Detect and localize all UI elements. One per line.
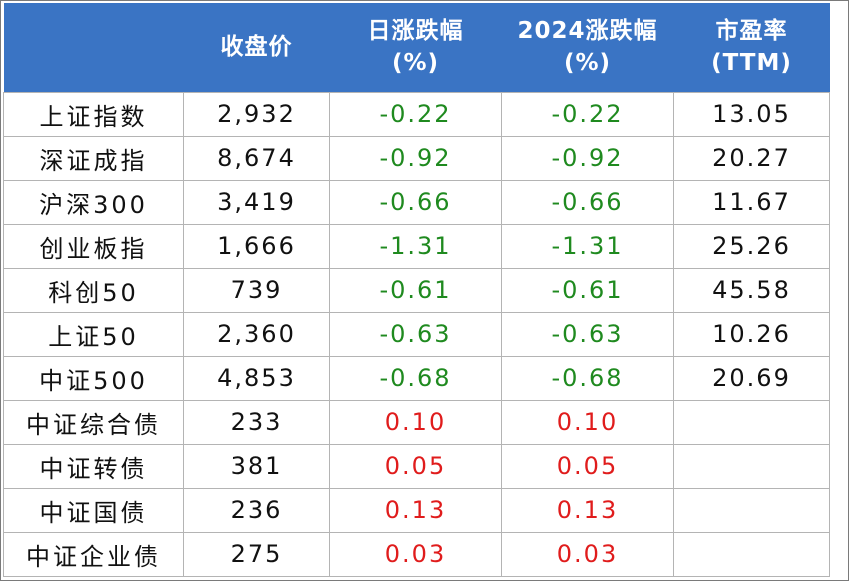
table-row: 中证国债 236 0.13 0.13: [3, 487, 830, 533]
close-value: 739: [183, 267, 330, 313]
header-index-name: [3, 3, 184, 92]
ytd-change-value: 0.05: [501, 443, 674, 489]
pe-value: 20.69: [673, 355, 830, 401]
header-close: 收盘价: [183, 3, 330, 92]
header-pe-line1: 市盈率: [715, 18, 788, 45]
table-row: 中证转债 381 0.05 0.05: [3, 443, 830, 489]
index-name: 沪深300: [3, 179, 184, 225]
pe-value: 13.05: [673, 91, 830, 137]
daily-change-value: -0.61: [329, 267, 502, 313]
ytd-change-value: -0.63: [501, 311, 674, 357]
ytd-change-value: -0.92: [501, 135, 674, 181]
table-body: 上证指数 2,932 -0.22 -0.22 13.05 深证成指 8,674 …: [3, 91, 830, 577]
header-pe-line2: (TTM): [711, 50, 792, 77]
header-ytd-change-line1: 2024涨跌幅: [517, 18, 658, 45]
index-name: 中证转债: [3, 443, 184, 489]
daily-change-value: 0.05: [329, 443, 502, 489]
index-name: 上证50: [3, 311, 184, 357]
index-name: 上证指数: [3, 91, 184, 137]
index-name: 中证国债: [3, 487, 184, 533]
daily-change-value: 0.10: [329, 399, 502, 445]
daily-change-value: -1.31: [329, 223, 502, 269]
header-daily-change: 日涨跌幅 (%): [329, 3, 502, 92]
header-pe-ttm: 市盈率 (TTM): [673, 3, 830, 92]
pe-value: [673, 531, 830, 577]
close-value: 1,666: [183, 223, 330, 269]
close-value: 4,853: [183, 355, 330, 401]
ytd-change-value: -0.66: [501, 179, 674, 225]
index-name: 创业板指: [3, 223, 184, 269]
pe-value: [673, 443, 830, 489]
ytd-change-value: -1.31: [501, 223, 674, 269]
pe-value: [673, 399, 830, 445]
header-row: 收盘价 日涨跌幅 (%) 2024涨跌幅 (%) 市盈率 (TTM): [3, 3, 830, 92]
header-ytd-change-line2: (%): [563, 50, 612, 77]
table-row: 上证指数 2,932 -0.22 -0.22 13.05: [3, 91, 830, 137]
market-table: 收盘价 日涨跌幅 (%) 2024涨跌幅 (%) 市盈率 (TTM) 上证指数: [3, 3, 830, 577]
close-value: 236: [183, 487, 330, 533]
index-name: 科创50: [3, 267, 184, 313]
pe-value: 11.67: [673, 179, 830, 225]
pe-value: [673, 487, 830, 533]
index-name: 中证综合债: [3, 399, 184, 445]
ytd-change-value: 0.03: [501, 531, 674, 577]
header-ytd-change: 2024涨跌幅 (%): [501, 3, 674, 92]
pe-value: 20.27: [673, 135, 830, 181]
table-header: 收盘价 日涨跌幅 (%) 2024涨跌幅 (%) 市盈率 (TTM): [3, 3, 830, 92]
daily-change-value: -0.63: [329, 311, 502, 357]
close-value: 275: [183, 531, 330, 577]
close-value: 8,674: [183, 135, 330, 181]
ytd-change-value: 0.13: [501, 487, 674, 533]
table-row: 科创50 739 -0.61 -0.61 45.58: [3, 267, 830, 313]
table-row: 深证成指 8,674 -0.92 -0.92 20.27: [3, 135, 830, 181]
ytd-change-value: -0.22: [501, 91, 674, 137]
table-row: 上证50 2,360 -0.63 -0.63 10.26: [3, 311, 830, 357]
ytd-change-value: 0.10: [501, 399, 674, 445]
table-row: 沪深300 3,419 -0.66 -0.66 11.67: [3, 179, 830, 225]
daily-change-value: 0.03: [329, 531, 502, 577]
daily-change-value: -0.22: [329, 91, 502, 137]
daily-change-value: -0.68: [329, 355, 502, 401]
table-row: 创业板指 1,666 -1.31 -1.31 25.26: [3, 223, 830, 269]
header-daily-change-line1: 日涨跌幅: [367, 18, 464, 45]
close-value: 2,932: [183, 91, 330, 137]
index-name: 深证成指: [3, 135, 184, 181]
daily-change-value: -0.92: [329, 135, 502, 181]
table-row: 中证500 4,853 -0.68 -0.68 20.69: [3, 355, 830, 401]
ytd-change-value: -0.61: [501, 267, 674, 313]
pe-value: 10.26: [673, 311, 830, 357]
index-name: 中证企业债: [3, 531, 184, 577]
table-row: 中证企业债 275 0.03 0.03: [3, 531, 830, 577]
daily-change-value: 0.13: [329, 487, 502, 533]
close-value: 233: [183, 399, 330, 445]
close-value: 381: [183, 443, 330, 489]
pe-value: 25.26: [673, 223, 830, 269]
header-daily-change-line2: (%): [391, 50, 440, 77]
close-value: 2,360: [183, 311, 330, 357]
header-close-label: 收盘价: [220, 34, 293, 61]
daily-change-value: -0.66: [329, 179, 502, 225]
table-row: 中证综合债 233 0.10 0.10: [3, 399, 830, 445]
index-name: 中证500: [3, 355, 184, 401]
pe-value: 45.58: [673, 267, 830, 313]
close-value: 3,419: [183, 179, 330, 225]
ytd-change-value: -0.68: [501, 355, 674, 401]
